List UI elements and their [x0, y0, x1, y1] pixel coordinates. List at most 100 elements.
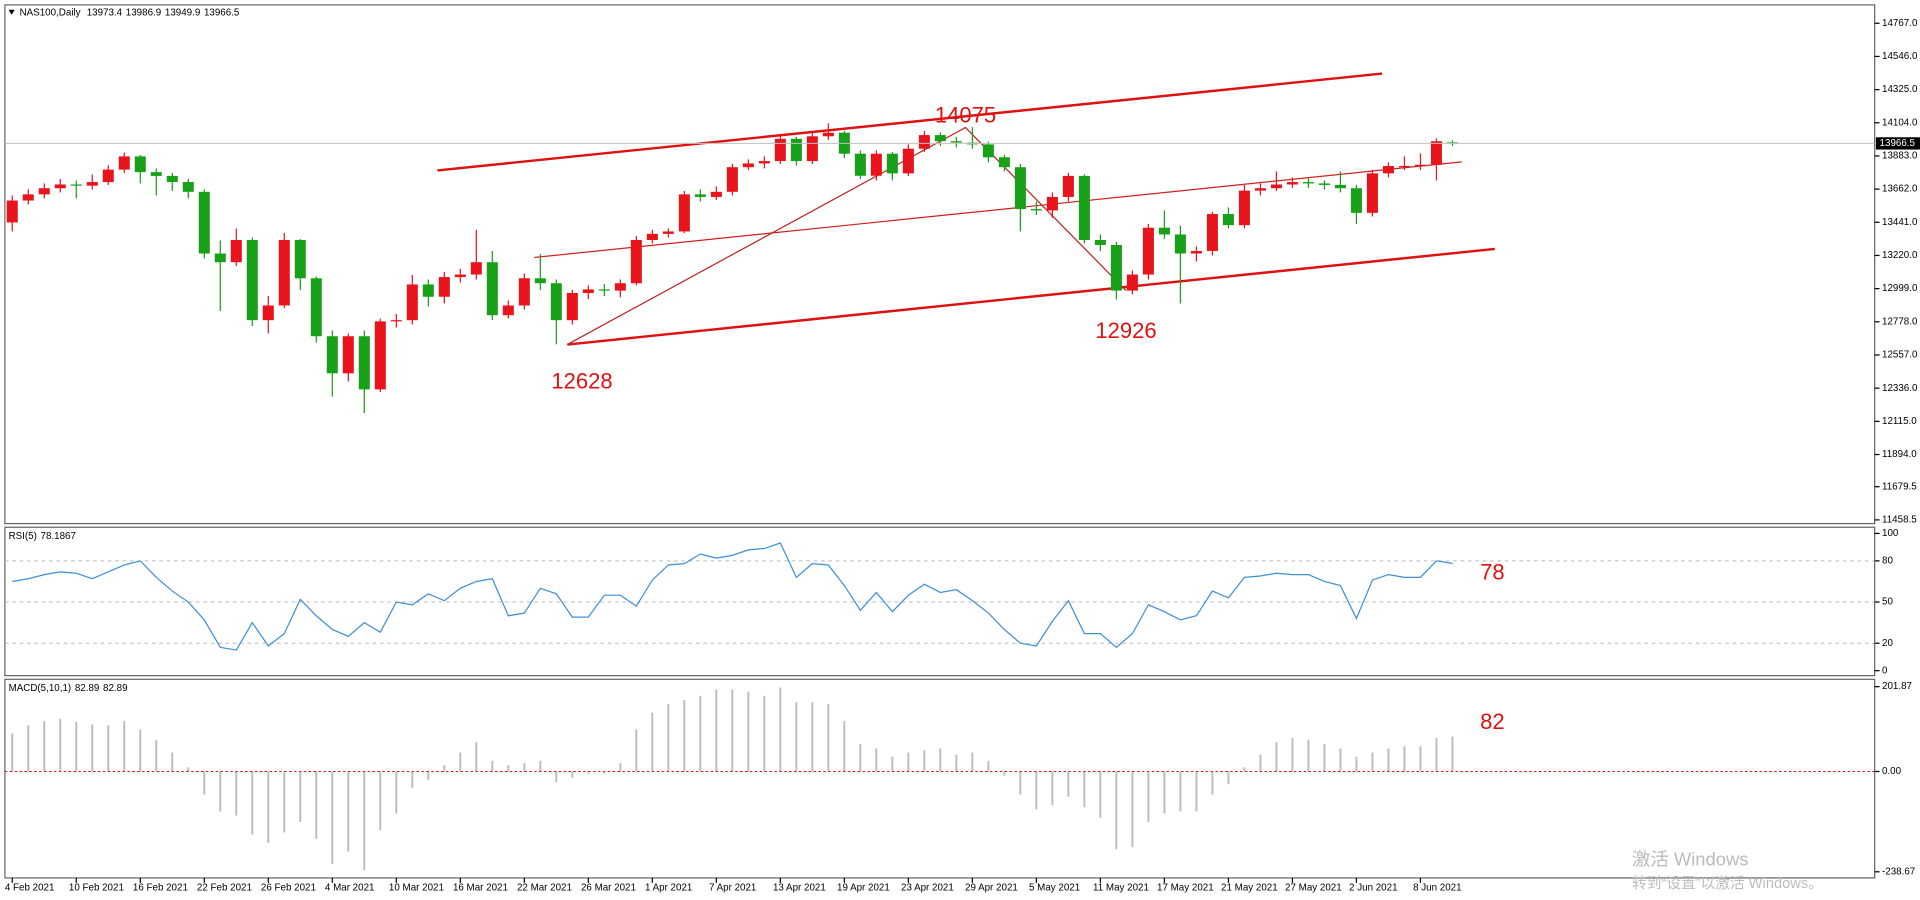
candle-body: [86, 182, 98, 186]
x-tick-label: 7 Apr 2021: [709, 882, 756, 893]
annotation: 82: [1480, 709, 1505, 734]
header: NAS100,Daily 13973.4 13986.9 13949.9 13966.5: [20, 7, 240, 18]
candle-body: [1062, 175, 1074, 197]
y-tick-label: 12115.0: [1882, 416, 1917, 427]
candle-body: [950, 141, 962, 143]
x-tick-label: 29 Apr 2021: [965, 882, 1018, 893]
candle-body: [1126, 274, 1138, 291]
candle-body: [1142, 227, 1154, 275]
macd-header: MACD(5,10,1) 82.89 82.89: [9, 682, 128, 693]
y-tick-label: 12557.0: [1882, 350, 1918, 361]
y-tick-label: 13662.0: [1882, 184, 1918, 195]
candle-body: [870, 153, 882, 176]
candle-body: [262, 305, 274, 321]
candle-body: [1270, 184, 1282, 189]
candle-body: [246, 240, 258, 321]
candle-body: [678, 194, 690, 232]
header-low: 13949.9: [165, 7, 200, 18]
candle-body: [326, 336, 338, 374]
rsi-panel: [4, 526, 1876, 677]
rsi-current: 78.1867: [41, 530, 76, 541]
candle-body: [1046, 196, 1058, 211]
candle-body: [1398, 166, 1410, 168]
candle-body: [1190, 250, 1202, 254]
candle-body: [374, 321, 386, 390]
macd-panel: [4, 678, 1876, 879]
y-tick-label: 201.87: [1882, 681, 1912, 692]
candle-body: [310, 278, 322, 337]
candle-body: [742, 163, 754, 168]
candle-body: [1430, 141, 1442, 165]
y-tick-label: 14325.0: [1882, 84, 1918, 95]
trend-lines: [437, 72, 1495, 346]
candle-body: [470, 262, 482, 275]
y-tick-label: 100: [1882, 528, 1899, 539]
candle-body: [358, 336, 370, 390]
candle-body: [342, 336, 354, 374]
candle-body: [1078, 175, 1090, 241]
x-tick-label: 26 Mar 2021: [581, 882, 636, 893]
mid-channel: [534, 161, 1462, 259]
candle-body: [486, 262, 498, 316]
current-price-box: [1875, 137, 1920, 150]
annotation: 12926: [1095, 318, 1156, 343]
x-tick-label: 13 Apr 2021: [773, 882, 826, 893]
candle-body: [1110, 244, 1122, 291]
menu-triangle: [8, 9, 15, 15]
candle-body: [1094, 240, 1106, 245]
candle-body: [854, 153, 866, 176]
candle-body: [1382, 166, 1394, 174]
candle-body: [1286, 182, 1298, 185]
candle-body: [1030, 209, 1042, 211]
candle-body: [214, 253, 226, 263]
x-tick-label: 19 Apr 2021: [837, 882, 890, 893]
y-tick-label: 14546.0: [1882, 51, 1918, 62]
annotation: 78: [1480, 560, 1505, 585]
x-tick-label: 10 Mar 2021: [389, 882, 444, 893]
y-tick-label: 11679.5: [1882, 481, 1917, 492]
candle-body: [102, 169, 114, 183]
candle-body: [758, 161, 770, 164]
x-tick-label: 27 May 2021: [1285, 882, 1342, 893]
candle-body: [1174, 234, 1186, 254]
candle-body: [6, 200, 18, 223]
candle-body: [1222, 214, 1234, 226]
upper-channel: [437, 72, 1383, 172]
candle-body: [70, 184, 82, 186]
header-high: 13986.9: [126, 7, 161, 18]
y-tick-label: 14767.0: [1882, 18, 1918, 29]
candle-body: [1014, 167, 1026, 210]
y-tick-label: 13220.0: [1882, 250, 1918, 261]
candle-body: [630, 240, 642, 284]
candle-body: [694, 194, 706, 197]
candle-body: [534, 278, 546, 284]
candle-body: [886, 153, 898, 174]
x-tick-label: 1 Apr 2021: [645, 882, 692, 893]
y-tick-label: 12999.0: [1882, 283, 1918, 294]
y-tick-label: 20: [1882, 638, 1893, 649]
y-tick-label: 0: [1882, 665, 1888, 676]
macd-current: 82.89: [75, 682, 100, 693]
candle-body: [662, 231, 674, 234]
candle-body: [406, 284, 418, 321]
y-tick-label: 12778.0: [1882, 316, 1918, 327]
y-tick-label: 80: [1882, 555, 1893, 566]
candle-body: [454, 274, 466, 278]
candle-body: [822, 132, 834, 137]
candle-body: [1158, 227, 1170, 235]
candle-body: [998, 157, 1010, 168]
candle-body: [54, 184, 66, 189]
candle-body: [1238, 190, 1250, 226]
current-price-label: 13966.5: [1880, 138, 1916, 149]
candle-body: [774, 138, 786, 162]
candle-body: [134, 156, 146, 173]
candle-body: [598, 289, 610, 291]
x-tick-label: 8 Jun 2021: [1413, 882, 1461, 893]
y-tick-label: 14104.0: [1882, 117, 1918, 128]
zigzag: [567, 126, 1127, 346]
candle-body: [806, 136, 818, 162]
candle-body: [710, 191, 722, 197]
